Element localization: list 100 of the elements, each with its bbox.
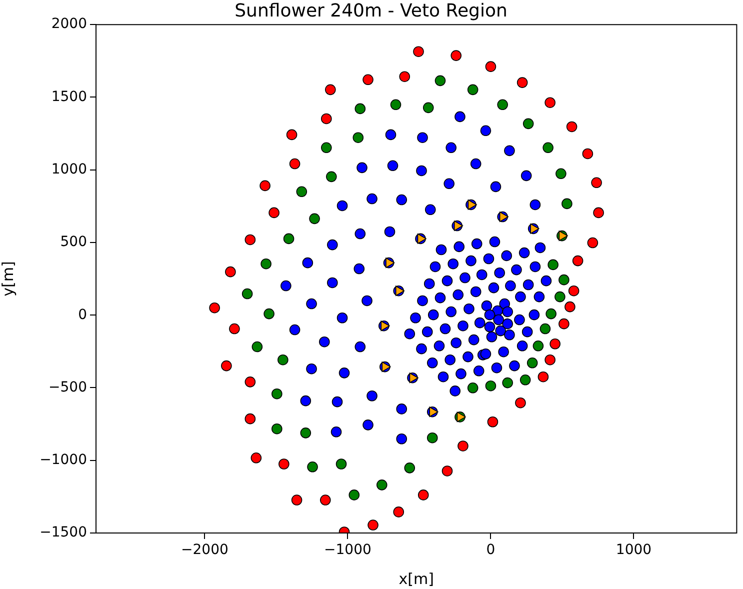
point <box>336 458 347 470</box>
point <box>242 288 253 300</box>
point <box>404 462 416 474</box>
point <box>326 171 337 182</box>
point <box>582 148 594 160</box>
y-tick-label: 1000 <box>51 162 87 178</box>
point <box>502 377 513 388</box>
point <box>426 432 438 444</box>
x-tick-label: 1000 <box>616 542 652 558</box>
y-tick-label: −500 <box>48 379 87 396</box>
point <box>450 50 462 61</box>
point <box>209 302 220 314</box>
y-tick-label: 1500 <box>51 88 87 105</box>
x-tick-label: −2000 <box>181 542 228 558</box>
point <box>382 362 391 372</box>
point <box>362 74 374 86</box>
point <box>566 121 578 132</box>
point <box>286 129 298 140</box>
point <box>325 84 336 96</box>
point <box>300 428 312 438</box>
point <box>520 374 531 386</box>
point <box>264 308 274 320</box>
point <box>399 71 410 82</box>
point <box>485 380 496 392</box>
y-tick-label: 500 <box>60 234 87 250</box>
point <box>422 102 434 114</box>
point <box>272 423 282 434</box>
point <box>221 360 232 372</box>
point <box>268 207 280 218</box>
point <box>352 132 364 144</box>
point <box>548 259 558 270</box>
point <box>572 255 584 266</box>
point <box>544 354 556 366</box>
x-tick-label: 0 <box>486 542 496 558</box>
point <box>558 274 570 286</box>
point <box>252 341 263 352</box>
point <box>307 462 318 472</box>
point <box>244 234 256 246</box>
point <box>568 285 580 296</box>
point <box>278 458 290 470</box>
y-axis-title: y[m] <box>0 261 17 296</box>
point <box>418 490 429 500</box>
point <box>386 258 395 268</box>
point <box>380 320 390 332</box>
point <box>283 233 294 244</box>
point <box>278 354 288 366</box>
point <box>244 376 256 388</box>
point <box>540 323 551 334</box>
point <box>289 158 300 170</box>
point <box>550 338 560 350</box>
point <box>348 490 360 500</box>
point <box>562 198 572 210</box>
point <box>291 494 302 506</box>
point <box>542 142 554 154</box>
point <box>538 371 549 382</box>
x-tick-label: −1000 <box>324 542 372 558</box>
point <box>556 168 566 180</box>
point <box>296 186 308 198</box>
point <box>522 118 534 130</box>
y-tick-label: 0 <box>78 306 87 323</box>
y-tick-label: −1000 <box>40 452 87 468</box>
point <box>546 308 556 320</box>
point <box>467 382 478 394</box>
point <box>260 180 270 192</box>
point <box>225 266 236 278</box>
point <box>229 323 240 334</box>
point <box>487 416 498 428</box>
point <box>434 75 446 86</box>
point <box>390 99 402 110</box>
point <box>532 340 544 352</box>
point <box>393 506 404 518</box>
point <box>593 207 604 218</box>
point <box>591 177 602 188</box>
point <box>368 520 378 530</box>
point <box>320 113 332 124</box>
point <box>376 480 388 490</box>
point <box>558 318 570 330</box>
point <box>564 301 576 312</box>
point <box>320 494 331 506</box>
point <box>485 61 496 72</box>
point <box>515 397 526 408</box>
point <box>516 77 528 88</box>
point <box>320 142 332 154</box>
point <box>244 413 256 424</box>
point <box>429 406 438 418</box>
point <box>467 84 478 96</box>
point <box>413 46 424 58</box>
point <box>458 440 468 452</box>
x-axis-title: x[m] <box>398 570 434 588</box>
point <box>354 103 366 114</box>
point <box>250 452 262 464</box>
point <box>442 466 453 476</box>
point <box>260 258 272 270</box>
y-tick-label: 2000 <box>51 16 87 32</box>
point <box>497 99 508 110</box>
point <box>554 291 566 302</box>
point <box>526 358 538 368</box>
y-tick-label: −1500 <box>40 524 87 541</box>
point <box>544 97 556 108</box>
point <box>309 213 320 224</box>
